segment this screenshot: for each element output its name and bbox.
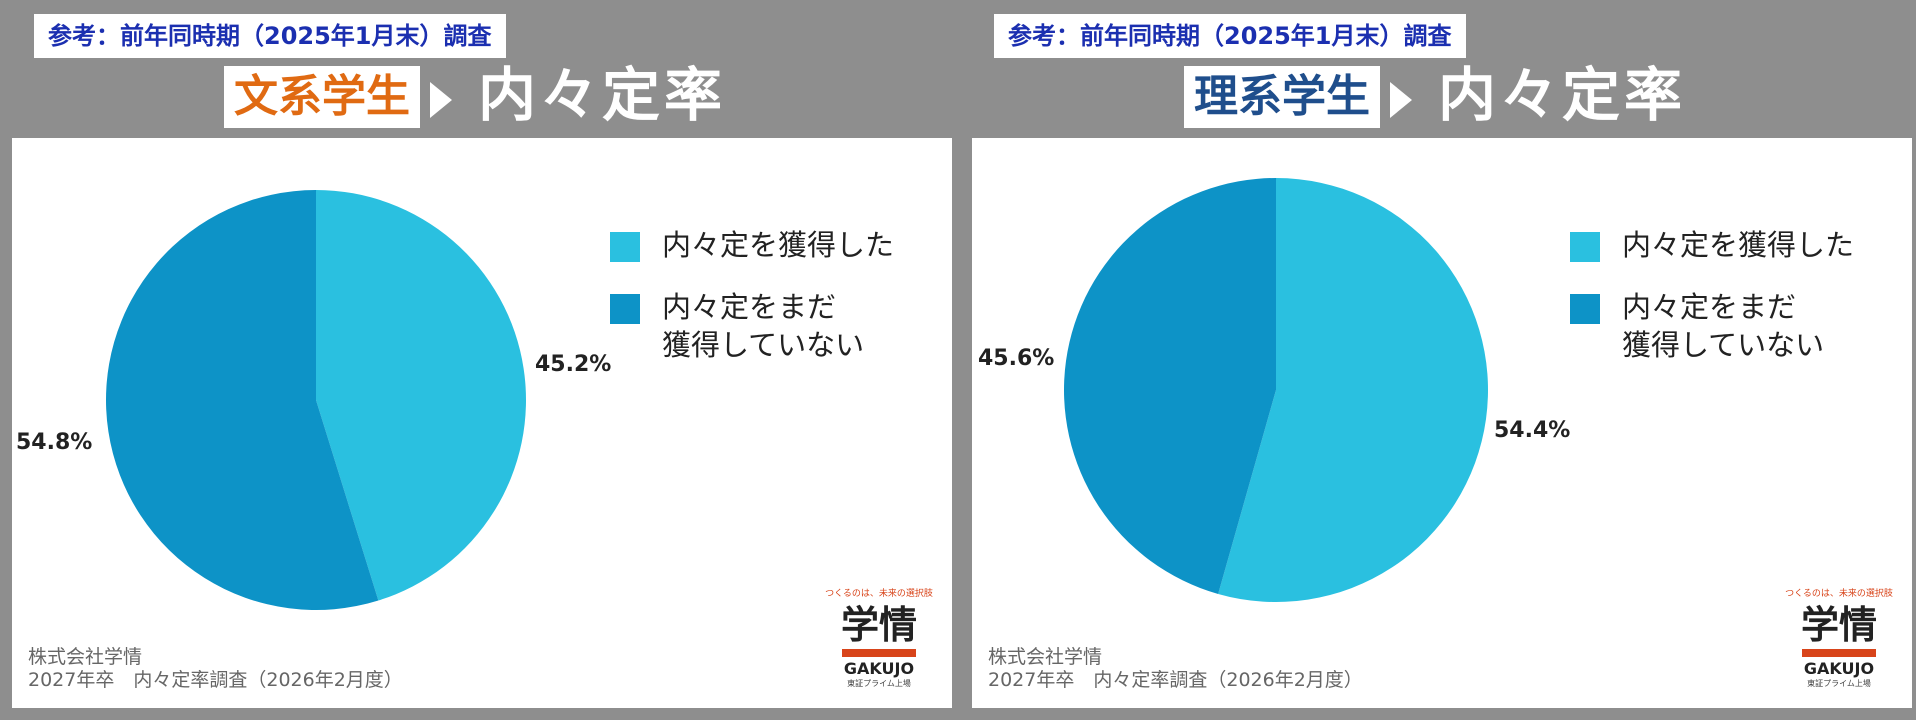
logo-tagline: つくるのは、未来の選択肢 (1785, 589, 1893, 599)
arrow-icon (1390, 82, 1412, 118)
logo-sub: 東証プライム上場 (1807, 679, 1871, 688)
arrow-icon (430, 82, 452, 118)
group-title: 文系学生 (224, 66, 420, 128)
panel-humanities: 参考：前年同時期（2025年1月末）調査 文系学生 内々定率 45.2% 54.… (8, 0, 958, 720)
chart-card: 45.2% 54.8% 内々定を獲得した 内々定をまだ 獲得していない 株式会社… (12, 138, 952, 708)
gakujo-logo: つくるのは、未来の選択肢 学情 GAKUJO 東証プライム上場 (824, 586, 934, 689)
logo-mark: 学情 (840, 603, 917, 647)
legend-swatch-obtained (610, 232, 640, 262)
footer-survey: 2027年卒 内々定率調査（2026年2月度） (28, 669, 403, 691)
footer-company: 株式会社学情 (28, 646, 143, 668)
chart-card: 54.4% 45.6% 内々定を獲得した 内々定をまだ 獲得していない 株式会社… (972, 138, 1912, 708)
panel-sciences: 参考：前年同時期（2025年1月末）調査 理系学生 内々定率 54.4% 45.… (968, 0, 1916, 720)
logo-name: GAKUJO (843, 659, 915, 678)
footer-company: 株式会社学情 (988, 646, 1103, 668)
logo-bar (1802, 649, 1876, 657)
legend-label: 内々定を獲得した (662, 228, 895, 262)
footer-survey: 2027年卒 内々定率調査（2026年2月度） (988, 669, 1363, 691)
logo-name: GAKUJO (1803, 659, 1875, 678)
reference-tag: 参考：前年同時期（2025年1月末）調査 (994, 14, 1466, 58)
footer: 株式会社学情 2027年卒 内々定率調査（2026年2月度） (988, 646, 1363, 692)
logo-sub: 東証プライム上場 (847, 679, 911, 688)
pie-chart (1063, 178, 1488, 602)
logo-tagline: つくるのは、未来の選択肢 (825, 589, 933, 599)
data-label-obtained: 45.2% (535, 352, 612, 377)
legend-label: 内々定をまだ 獲得していない (1622, 290, 1825, 362)
rate-title: 内々定率 (1438, 61, 1687, 129)
logo-mark: 学情 (1800, 603, 1877, 647)
pie-slice-obtained (1218, 178, 1488, 602)
rate-title: 内々定率 (478, 61, 727, 129)
pie-chart (106, 190, 527, 610)
footer: 株式会社学情 2027年卒 内々定率調査（2026年2月度） (28, 646, 403, 692)
data-label-not-yet: 54.8% (16, 430, 93, 455)
logo-bar (842, 649, 916, 657)
legend-label: 内々定を獲得した (1622, 228, 1855, 262)
legend-swatch-not-yet (1570, 294, 1600, 324)
group-title: 理系学生 (1184, 66, 1380, 128)
legend-swatch-obtained (1570, 232, 1600, 262)
legend-label: 内々定をまだ 獲得していない (662, 290, 865, 362)
pie-slice-not-yet (1063, 178, 1276, 594)
legend-swatch-not-yet (610, 294, 640, 324)
data-label-not-yet: 45.6% (978, 346, 1055, 371)
gakujo-logo: つくるのは、未来の選択肢 学情 GAKUJO 東証プライム上場 (1784, 586, 1894, 689)
pie-slice-obtained (316, 190, 527, 601)
pie-slice-not-yet (106, 190, 379, 610)
data-label-obtained: 54.4% (1494, 418, 1571, 443)
reference-tag: 参考：前年同時期（2025年1月末）調査 (34, 14, 506, 58)
